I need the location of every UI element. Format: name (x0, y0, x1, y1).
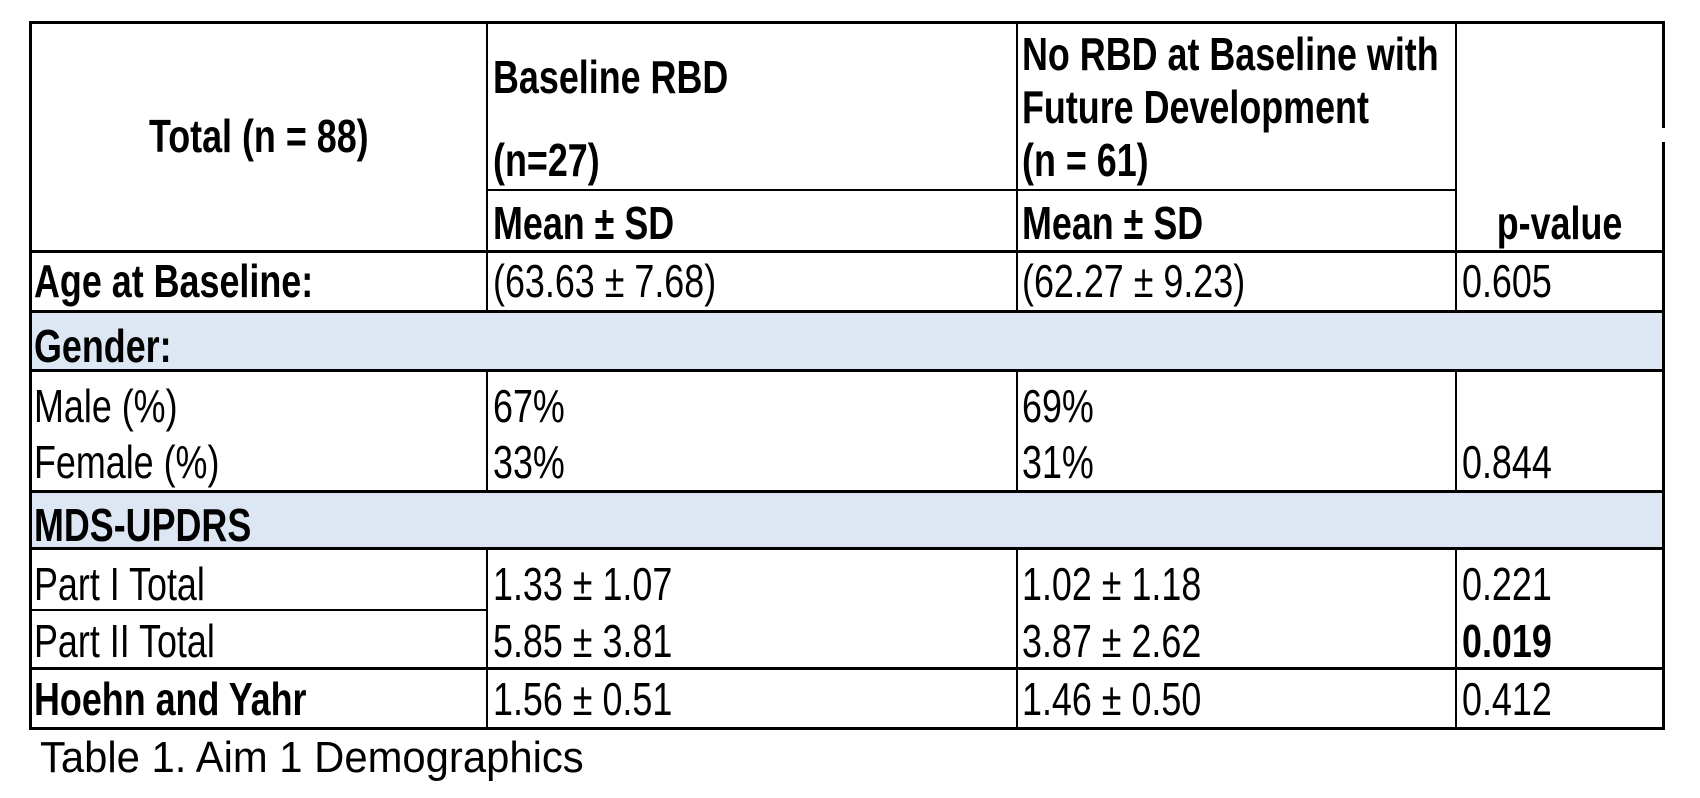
header-no-rbd-line1: No RBD at Baseline with (1022, 28, 1439, 80)
male-baseline-rbd-value: 67% (493, 380, 565, 432)
part1-row-label: Part I Total (34, 558, 205, 610)
grid-line (1455, 21, 1457, 310)
grid-line (1455, 550, 1457, 727)
grid-line (29, 547, 1665, 550)
header-total-label: Total (n = 88) (149, 110, 369, 162)
grid-line (486, 21, 488, 310)
grid-line (29, 490, 1665, 493)
age-baseline-rbd-value: (63.63 ± 7.68) (493, 255, 717, 307)
header-p-value: p-value (1496, 197, 1623, 249)
grid-line (29, 310, 1665, 313)
grid-line (486, 550, 488, 727)
grid-line (1016, 372, 1018, 490)
header-baseline-rbd-line2: (n=27) (493, 134, 600, 186)
table-caption: Table 1. Aim 1 Demographics (40, 733, 584, 782)
table-border-right (1662, 21, 1665, 730)
table-border-bottom (29, 727, 1665, 730)
gender-section-background (32, 313, 1662, 369)
mds-section-background (32, 493, 1662, 547)
header-no-rbd-line2: Future Development (1022, 81, 1369, 133)
part1-baseline-rbd-value: 1.33 ± 1.07 (493, 558, 673, 610)
male-no-rbd-value: 69% (1022, 380, 1094, 432)
header-no-rbd-line3: (n = 61) (1022, 134, 1149, 186)
grid-line (29, 667, 1665, 670)
part2-no-rbd-value: 3.87 ± 2.62 (1022, 615, 1202, 667)
hoehn-p-value: 0.412 (1462, 673, 1552, 725)
female-baseline-rbd-value: 33% (493, 436, 565, 488)
grid-line (486, 372, 488, 490)
part2-baseline-rbd-value: 5.85 ± 3.81 (493, 615, 673, 667)
header-baseline-rbd-line1: Baseline RBD (493, 51, 729, 103)
grid-line (1016, 550, 1018, 727)
grid-line (1455, 372, 1457, 490)
female-row-label: Female (%) (34, 436, 220, 488)
header-total: Total (n = 88) (32, 112, 486, 160)
grid-line (29, 369, 1665, 372)
grid-line (29, 609, 488, 611)
age-row-label: Age at Baseline: (34, 255, 314, 307)
grid-line (29, 250, 1665, 253)
grid-line (486, 189, 1457, 191)
part1-p-value: 0.221 (1462, 558, 1552, 610)
hoehn-row-label: Hoehn and Yahr (34, 673, 307, 725)
table-border-left (29, 21, 32, 730)
hoehn-baseline-rbd-value: 1.56 ± 0.51 (493, 673, 673, 725)
right-border-gap (1661, 128, 1666, 142)
table-border-top (29, 21, 1665, 24)
gender-p-value: 0.844 (1462, 436, 1552, 488)
female-no-rbd-value: 31% (1022, 436, 1094, 488)
header-mean-sd-col3: Mean ± SD (1022, 197, 1204, 249)
part2-p-value: 0.019 (1462, 615, 1552, 667)
part1-no-rbd-value: 1.02 ± 1.18 (1022, 558, 1202, 610)
grid-line (1016, 21, 1018, 310)
male-row-label: Male (%) (34, 380, 178, 432)
hoehn-no-rbd-value: 1.46 ± 0.50 (1022, 673, 1202, 725)
header-mean-sd-col2: Mean ± SD (493, 197, 675, 249)
age-no-rbd-value: (62.27 ± 9.23) (1022, 255, 1246, 307)
age-p-value: 0.605 (1462, 255, 1552, 307)
mds-section-label: MDS-UPDRS (34, 499, 252, 551)
gender-section-label: Gender: (34, 320, 172, 372)
part2-row-label: Part II Total (34, 615, 215, 667)
